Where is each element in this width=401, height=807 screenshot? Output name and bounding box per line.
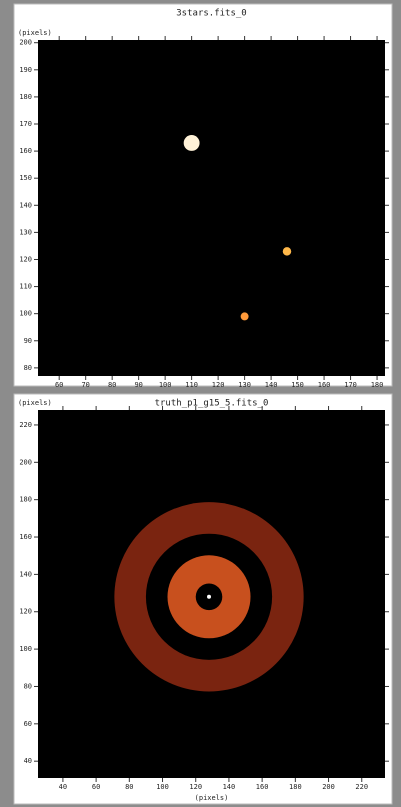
x-tick-label: 40 [59, 783, 67, 791]
star [241, 312, 249, 320]
x-tick-label: 130 [238, 381, 251, 389]
star [283, 247, 291, 255]
x-tick-label: 150 [291, 381, 304, 389]
y-tick-label: 180 [19, 496, 32, 504]
y-tick-label: 100 [19, 310, 32, 318]
x-tick-label: 90 [134, 381, 142, 389]
y-tick-label: 190 [19, 66, 32, 74]
x-tick-label: 100 [156, 783, 169, 791]
y-tick-label: 80 [24, 364, 32, 372]
y-tick-label: 200 [19, 39, 32, 47]
x-axis-label: (pixels) [195, 794, 229, 802]
y-tick-label: 150 [19, 174, 32, 182]
y-tick-label: 90 [24, 337, 32, 345]
y-tick-label: 60 [24, 720, 32, 728]
x-tick-label: 160 [256, 783, 269, 791]
y-tick-label: 200 [19, 458, 32, 466]
panel-title: 3stars.fits_0 [176, 9, 246, 19]
x-tick-label: 70 [81, 381, 89, 389]
x-tick-label: 60 [55, 381, 63, 389]
y-tick-label: 140 [19, 570, 32, 578]
y-tick-label: 140 [19, 201, 32, 209]
y-tick-label: 130 [19, 228, 32, 236]
y-tick-label: 160 [19, 147, 32, 155]
x-tick-label: 100 [159, 381, 172, 389]
y-tick-label: 110 [19, 283, 32, 291]
x-tick-label: 110 [185, 381, 198, 389]
y-tick-label: 170 [19, 120, 32, 128]
panel-title: truth_p1_g15_5.fits_0 [155, 399, 269, 409]
x-tick-label: 180 [371, 381, 384, 389]
y-axis-label: (pixels) [18, 29, 52, 37]
x-tick-label: 170 [344, 381, 357, 389]
x-tick-label: 120 [189, 783, 202, 791]
page: {"chart_data": [ {"type": "image", "titl… [0, 0, 401, 807]
x-tick-label: 80 [125, 783, 133, 791]
y-tick-label: 40 [24, 757, 32, 765]
y-tick-label: 80 [24, 682, 32, 690]
image [38, 40, 385, 376]
x-tick-label: 140 [223, 783, 236, 791]
y-tick-label: 120 [19, 255, 32, 263]
x-tick-label: 120 [212, 381, 225, 389]
y-tick-label: 120 [19, 608, 32, 616]
y-tick-label: 180 [19, 93, 32, 101]
y-tick-label: 160 [19, 533, 32, 541]
y-tick-label: 100 [19, 645, 32, 653]
x-tick-label: 200 [322, 783, 335, 791]
x-tick-label: 80 [108, 381, 116, 389]
x-tick-label: 220 [355, 783, 368, 791]
x-tick-label: 180 [289, 783, 302, 791]
screenshot: 3stars.fits_0 (pixels) (pixels) 60 70 80 90 100… [0, 0, 401, 807]
x-tick-label: 140 [265, 381, 278, 389]
x-tick-label: 160 [318, 381, 331, 389]
ring [207, 595, 211, 599]
y-axis-label: (pixels) [18, 399, 52, 407]
y-tick-label: 220 [19, 421, 32, 429]
x-tick-label: 60 [92, 783, 100, 791]
star [184, 135, 200, 151]
